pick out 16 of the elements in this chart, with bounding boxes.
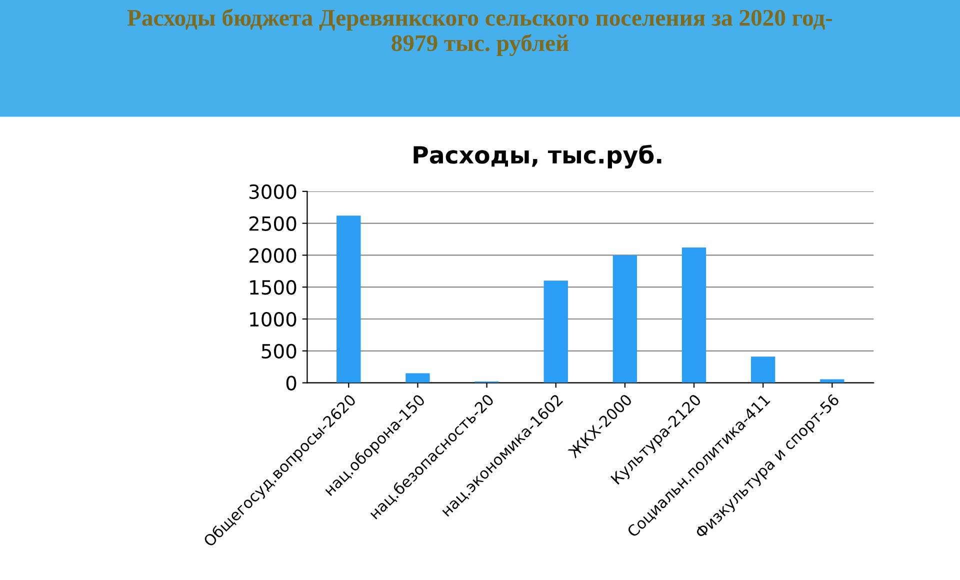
y-tick-label: 0 [286, 376, 296, 390]
y-tick-label: 3000 [249, 184, 296, 200]
bar [820, 379, 844, 383]
y-tick-label: 1000 [250, 312, 296, 327]
y-tick-label: 500 [262, 344, 296, 359]
bar [406, 373, 430, 383]
chart-title: Расходы бюджета Деревянкского сельского поселения за 2020 год- 8979 тыс. рублей [127, 8, 832, 56]
y-tick-label: 2500 [249, 216, 296, 231]
y-tick-label: 2000 [249, 248, 296, 263]
bar [544, 280, 568, 383]
bar [336, 216, 361, 383]
chart-subtitle: Расходы, тыс.руб. [414, 144, 662, 169]
y-tick-label: 1500 [250, 280, 296, 295]
bar [750, 356, 776, 383]
bar [682, 248, 706, 383]
bar [612, 255, 638, 383]
